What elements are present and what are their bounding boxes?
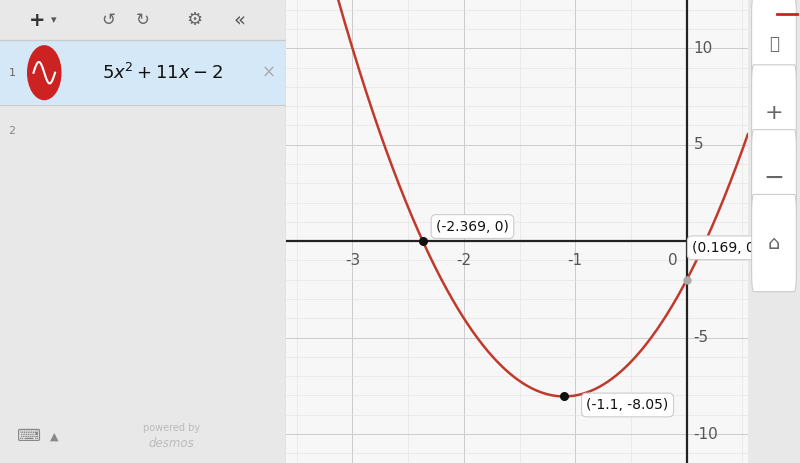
Text: «: «: [234, 11, 246, 30]
Text: -1: -1: [568, 253, 583, 268]
Text: (-2.369, 0): (-2.369, 0): [436, 219, 509, 233]
Text: desmos: desmos: [149, 437, 194, 450]
Text: 0: 0: [668, 253, 678, 268]
FancyBboxPatch shape: [752, 0, 796, 93]
Text: -3: -3: [345, 253, 360, 268]
Text: ⚙: ⚙: [186, 11, 202, 29]
Circle shape: [28, 46, 61, 100]
Text: $5x^2 + 11x - 2$: $5x^2 + 11x - 2$: [102, 63, 223, 83]
Text: -10: -10: [694, 426, 718, 442]
Text: powered by: powered by: [142, 423, 200, 433]
Text: ▾: ▾: [51, 15, 57, 25]
Text: ↻: ↻: [136, 11, 150, 29]
Text: ↺: ↺: [102, 11, 115, 29]
Text: -2: -2: [456, 253, 471, 268]
Text: ▲: ▲: [50, 431, 58, 441]
Text: ⌨: ⌨: [17, 427, 41, 445]
Text: 🔧: 🔧: [769, 35, 779, 53]
FancyBboxPatch shape: [752, 65, 796, 162]
FancyBboxPatch shape: [0, 0, 286, 40]
Text: 5: 5: [694, 137, 703, 152]
FancyBboxPatch shape: [752, 130, 796, 227]
Text: ×: ×: [262, 64, 275, 81]
Text: (0.169, 0): (0.169, 0): [692, 241, 761, 255]
Text: 1: 1: [9, 68, 15, 78]
FancyBboxPatch shape: [752, 194, 796, 292]
Text: +: +: [765, 103, 783, 124]
Text: +: +: [29, 11, 46, 30]
Text: ⌂: ⌂: [768, 233, 780, 253]
Text: -5: -5: [694, 330, 709, 345]
Text: 2: 2: [9, 126, 15, 136]
Text: −: −: [763, 166, 785, 190]
Text: 10: 10: [694, 41, 713, 56]
FancyBboxPatch shape: [0, 40, 286, 105]
Text: (-1.1, -8.05): (-1.1, -8.05): [586, 398, 669, 412]
